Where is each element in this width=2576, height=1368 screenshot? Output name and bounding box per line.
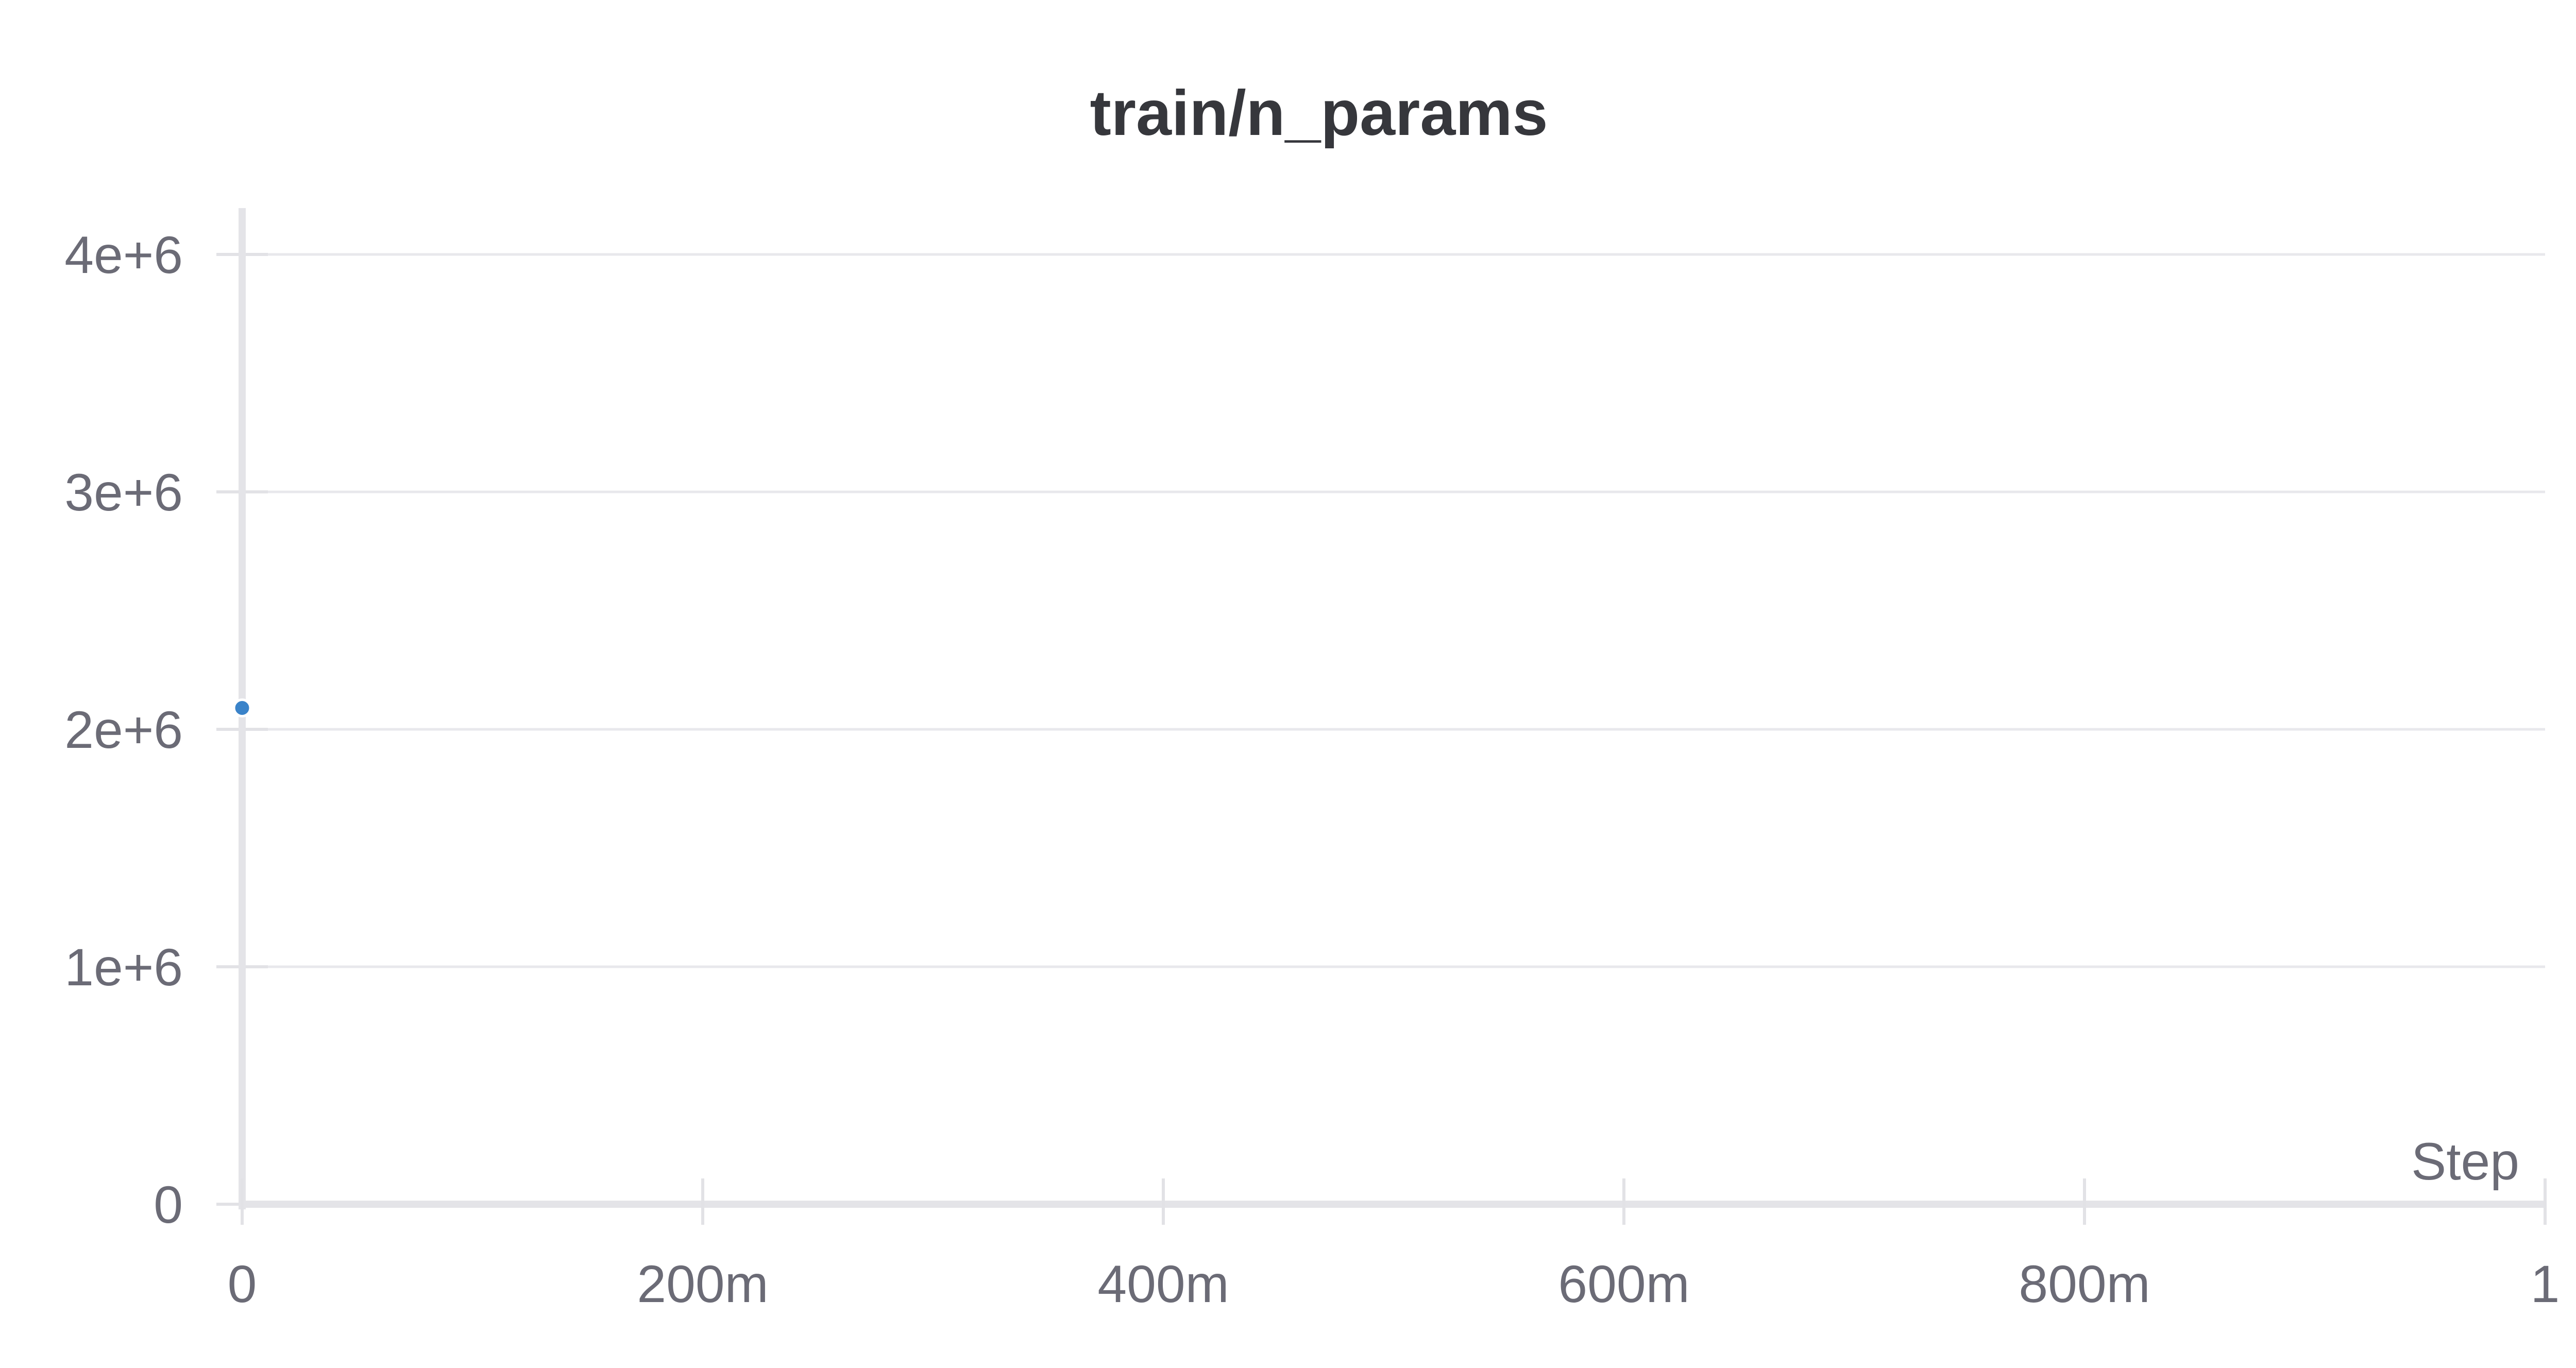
y-tick-label: 3e+6 (64, 463, 183, 522)
data-points (232, 698, 252, 718)
chart-title: train/n_params (1090, 78, 1548, 149)
x-tick-label: 1 (2531, 1255, 2560, 1313)
x-tick-label: 0 (228, 1255, 257, 1313)
x-axis-label: Step (2411, 1132, 2519, 1191)
gridlines (242, 253, 2545, 968)
x-tick-label: 400m (1097, 1255, 1229, 1313)
y-tick-label: 2e+6 (64, 700, 183, 759)
x-tick-label: 800m (2019, 1255, 2150, 1313)
y-tick-label: 4e+6 (64, 226, 183, 284)
y-tick-label: 0 (154, 1175, 183, 1234)
tick-labels: 0 1e+6 2e+6 3e+6 4e+6 0 200m 400m 600m 800m 1 (64, 226, 2560, 1313)
axes (216, 208, 2547, 1225)
x-tick-label: 200m (637, 1255, 768, 1313)
x-tick-label: 600m (1558, 1255, 1689, 1313)
data-point (232, 698, 252, 718)
y-tick-label: 1e+6 (64, 938, 183, 997)
